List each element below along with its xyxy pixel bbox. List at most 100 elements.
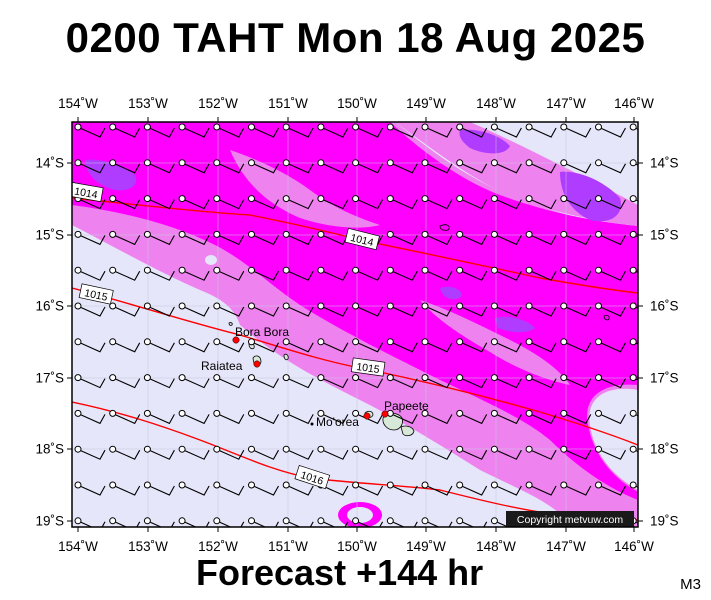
island-tupai xyxy=(439,224,450,231)
wind-barb xyxy=(595,159,626,174)
island-tahiti-iti xyxy=(400,425,415,437)
wind-barb xyxy=(525,445,557,460)
wind-barb xyxy=(178,445,210,460)
forecast-label: Forecast +144 hr xyxy=(196,552,484,593)
wind-barb xyxy=(178,374,210,389)
wind-barb xyxy=(213,338,245,353)
wind-barb xyxy=(629,195,638,203)
wind-barb xyxy=(560,123,592,138)
wind-barb xyxy=(421,123,453,138)
rain-heavy-patch xyxy=(85,159,137,191)
wind-barb xyxy=(213,195,245,210)
lon-label-148w: 148˚W xyxy=(476,96,516,111)
wind-barb xyxy=(421,195,453,210)
place-marker xyxy=(232,336,240,344)
wind-barb xyxy=(178,481,210,496)
islands xyxy=(228,224,610,437)
wind-barb xyxy=(421,517,453,527)
wind-barb xyxy=(109,230,141,246)
wind-barb xyxy=(143,481,175,496)
wind-barb xyxy=(282,374,314,389)
wind-barb xyxy=(490,195,522,210)
wind-barb xyxy=(282,517,314,527)
wind-barb xyxy=(421,409,453,425)
wind-barb xyxy=(317,374,349,389)
lon-label-151w-bottom: 151˚W xyxy=(268,539,308,554)
wind-barb xyxy=(560,338,592,353)
wind-barb xyxy=(490,302,522,317)
wind-barb xyxy=(386,266,418,281)
lon-label-148w-bottom: 148˚W xyxy=(476,539,516,554)
wind-barb xyxy=(525,230,557,246)
wind-barb xyxy=(282,481,314,496)
wind-barb xyxy=(595,302,626,317)
wind-barb xyxy=(248,195,279,210)
isobar-value: 1015 xyxy=(83,287,108,304)
wind-barb xyxy=(143,195,175,210)
wind-barb xyxy=(248,159,279,174)
wind-barb xyxy=(421,159,453,174)
rain-heavy-patch xyxy=(495,316,535,333)
axis-ticks xyxy=(67,117,643,532)
place-marker xyxy=(253,360,261,368)
wind-barb xyxy=(317,195,349,210)
lat-label-15s-right: 15˚S xyxy=(650,227,679,243)
wind-barb xyxy=(143,338,175,353)
rain-band-moderate xyxy=(72,122,638,500)
wind-barb xyxy=(421,445,453,460)
wind-barb xyxy=(213,230,245,246)
wind-barb xyxy=(282,123,314,138)
wind-barb xyxy=(352,195,384,210)
place-label-papeete: Papeete xyxy=(384,399,429,413)
wind-barb xyxy=(352,374,384,389)
wind-barb xyxy=(109,195,141,210)
wind-barb xyxy=(143,409,175,425)
wind-barb xyxy=(386,481,418,496)
wind-barb xyxy=(456,409,488,425)
wind-barb xyxy=(456,517,488,527)
wind-barb xyxy=(282,266,314,281)
wind-barb xyxy=(629,230,638,238)
rain-heavy-patch xyxy=(560,171,621,222)
wind-barb xyxy=(143,517,175,527)
wind-barb xyxy=(525,159,557,174)
wind-barb xyxy=(595,409,626,425)
wind-barb xyxy=(386,230,418,246)
wind-barb xyxy=(525,481,557,496)
wind-barb xyxy=(595,266,626,281)
wind-barb xyxy=(74,230,106,246)
wind-barb xyxy=(143,374,175,389)
lat-label-14s-right: 14˚S xyxy=(650,155,679,171)
lon-label-151w: 151˚W xyxy=(268,96,308,111)
wind-barb xyxy=(213,409,245,425)
wind-barb xyxy=(595,123,626,138)
wind-barb xyxy=(352,123,384,138)
wind-barb xyxy=(248,123,279,138)
wind-barb xyxy=(352,302,384,317)
wind-barb xyxy=(421,481,453,496)
wind-barb xyxy=(248,302,279,317)
lon-label-152w-bottom: 152˚W xyxy=(198,539,238,554)
wind-barb xyxy=(178,338,210,353)
wind-barb xyxy=(490,123,522,138)
wind-barb xyxy=(109,338,141,353)
wind-barb xyxy=(386,517,418,527)
wind-barb xyxy=(178,123,210,138)
wind-barb xyxy=(595,445,626,460)
wind-barb xyxy=(525,338,557,353)
wind-barb xyxy=(629,409,638,417)
place-marker xyxy=(363,412,371,420)
island-maupiti xyxy=(228,322,233,326)
wind-barb xyxy=(74,481,106,496)
wind-barb xyxy=(456,266,488,281)
wind-barb xyxy=(178,159,210,174)
wind-barb xyxy=(560,266,592,281)
wind-barb xyxy=(213,266,245,281)
wind-barb xyxy=(317,517,349,527)
lat-label-14s: 14˚S xyxy=(35,155,64,171)
wind-barb xyxy=(386,302,418,317)
wind-barb xyxy=(317,123,349,138)
wind-barb xyxy=(178,195,210,210)
wind-barb xyxy=(74,517,106,527)
